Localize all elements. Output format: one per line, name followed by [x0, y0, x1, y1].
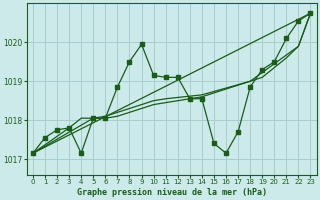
X-axis label: Graphe pression niveau de la mer (hPa): Graphe pression niveau de la mer (hPa) [77, 188, 267, 197]
